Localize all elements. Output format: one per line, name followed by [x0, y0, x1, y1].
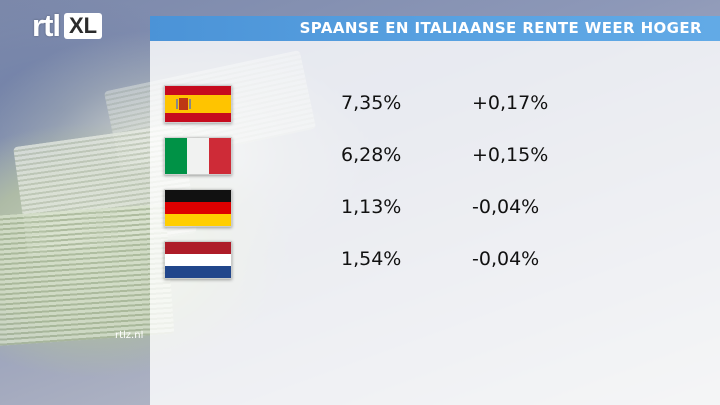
rate-row-netherlands: 1,54% -0,04%: [150, 241, 720, 281]
rate-value: 1,54%: [341, 248, 402, 270]
spain-flag-icon: [164, 85, 232, 123]
rate-change: -0,04%: [472, 196, 540, 218]
italy-flag-icon: [164, 137, 232, 175]
money-stack: [0, 203, 175, 347]
logo-rtl-text: rtl: [32, 8, 61, 43]
page-title: SPAANSE EN ITALIAANSE RENTE WEER HOGER: [299, 19, 702, 37]
header-bar: SPAANSE EN ITALIAANSE RENTE WEER HOGER: [150, 16, 720, 41]
rate-change: -0,04%: [472, 248, 540, 270]
rates-panel: 7,35% +0,17% 6,28% +0,15% 1,13% -0,04%: [150, 41, 720, 405]
rate-row-germany: 1,13% -0,04%: [150, 189, 720, 229]
rate-row-italy: 6,28% +0,15%: [150, 137, 720, 177]
rtl-xl-logo: rtl XL: [32, 6, 103, 46]
germany-flag-icon: [164, 189, 232, 227]
rate-value: 7,35%: [341, 92, 402, 114]
rate-row-spain: 7,35% +0,17%: [150, 85, 720, 125]
rate-value: 6,28%: [341, 144, 402, 166]
rate-change: +0,15%: [472, 144, 549, 166]
logo-xl-text: XL: [64, 13, 103, 39]
rate-value: 1,13%: [341, 196, 402, 218]
netherlands-flag-icon: [164, 241, 232, 279]
rate-change: +0,17%: [472, 92, 549, 114]
watermark-text: rtlz.nl: [115, 330, 144, 341]
